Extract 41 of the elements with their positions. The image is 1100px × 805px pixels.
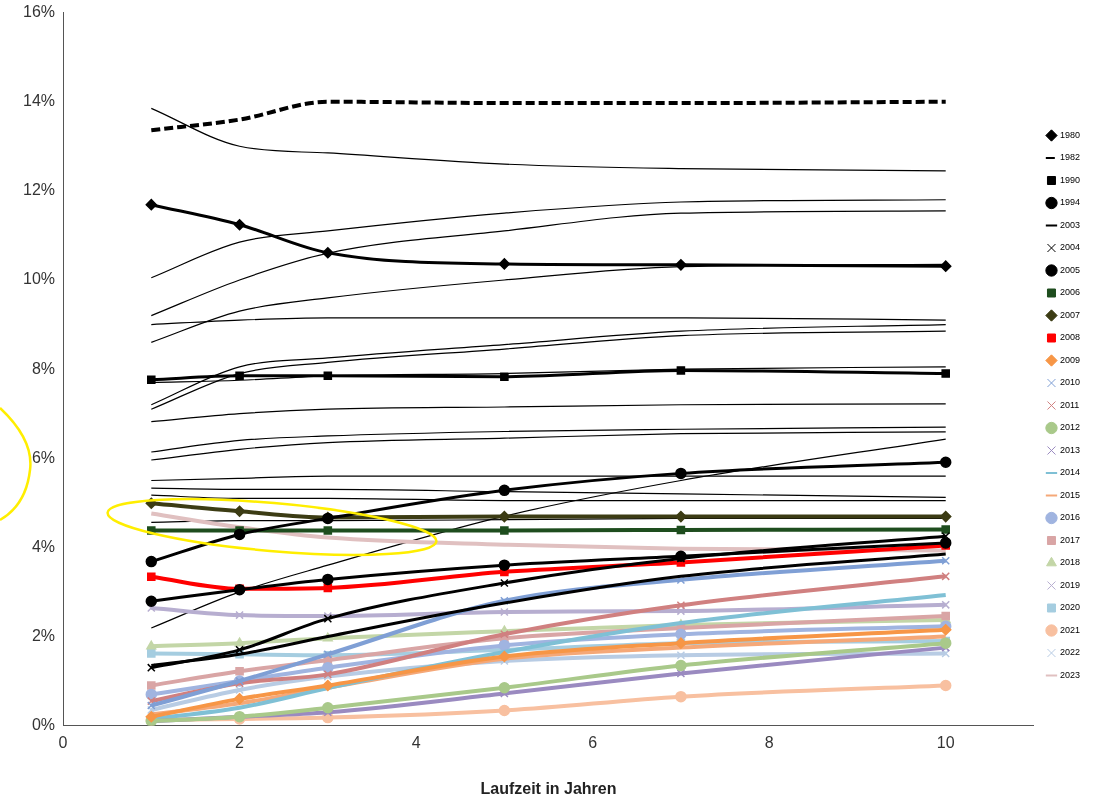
legend-label: 2012 [1059,422,1081,433]
legend-label: 2017 [1059,534,1081,545]
legend-label: 2015 [1059,489,1081,500]
legend-label: 2022 [1059,647,1081,658]
legend-label: 2011 [1059,399,1080,410]
legend-label: 2005 [1059,264,1081,275]
y-tick-label: 4% [31,537,56,555]
x-tick-label: 4 [411,733,421,751]
legend-label: 2007 [1059,309,1081,320]
y-tick-label: 0% [31,716,56,734]
legend-label: 2009 [1059,354,1081,365]
x-tick-label: 6 [588,733,598,751]
y-tick-label: 12% [22,181,56,199]
legend-label: 2020 [1059,602,1081,613]
legend-label: 1982 [1059,152,1081,163]
legend-label: 2016 [1059,512,1081,523]
y-tick-label: 2% [31,626,56,644]
y-tick-label: 16% [22,3,56,21]
legend-label: 2008 [1059,332,1081,343]
legend-label: 2021 [1059,624,1081,635]
x-tick-label: 8 [764,733,774,751]
x-tick-label: 10 [936,733,955,751]
x-axis-title: Laufzeit in Jahren [480,779,617,797]
legend-label: 2019 [1059,579,1081,590]
legend-label: 1994 [1059,197,1081,208]
legend-label: 1990 [1059,174,1081,185]
y-tick-label: 6% [31,448,56,466]
legend-label: 2018 [1059,557,1081,568]
y-tick-label: 8% [31,359,56,377]
legend-label: 2013 [1059,444,1081,455]
legend-label: 2006 [1059,287,1081,298]
y-tick-label: 14% [22,92,56,110]
y-tick-label: 10% [22,270,56,288]
legend-label: 1980 [1059,129,1081,140]
legend-label: 2003 [1059,219,1081,230]
legend-label: 2010 [1059,377,1081,388]
x-tick-label: 0 [58,733,68,751]
legend-label: 2004 [1059,242,1081,253]
legend-label: 2014 [1059,467,1081,478]
legend-label: 2023 [1059,669,1081,680]
x-tick-label: 2 [235,733,245,751]
